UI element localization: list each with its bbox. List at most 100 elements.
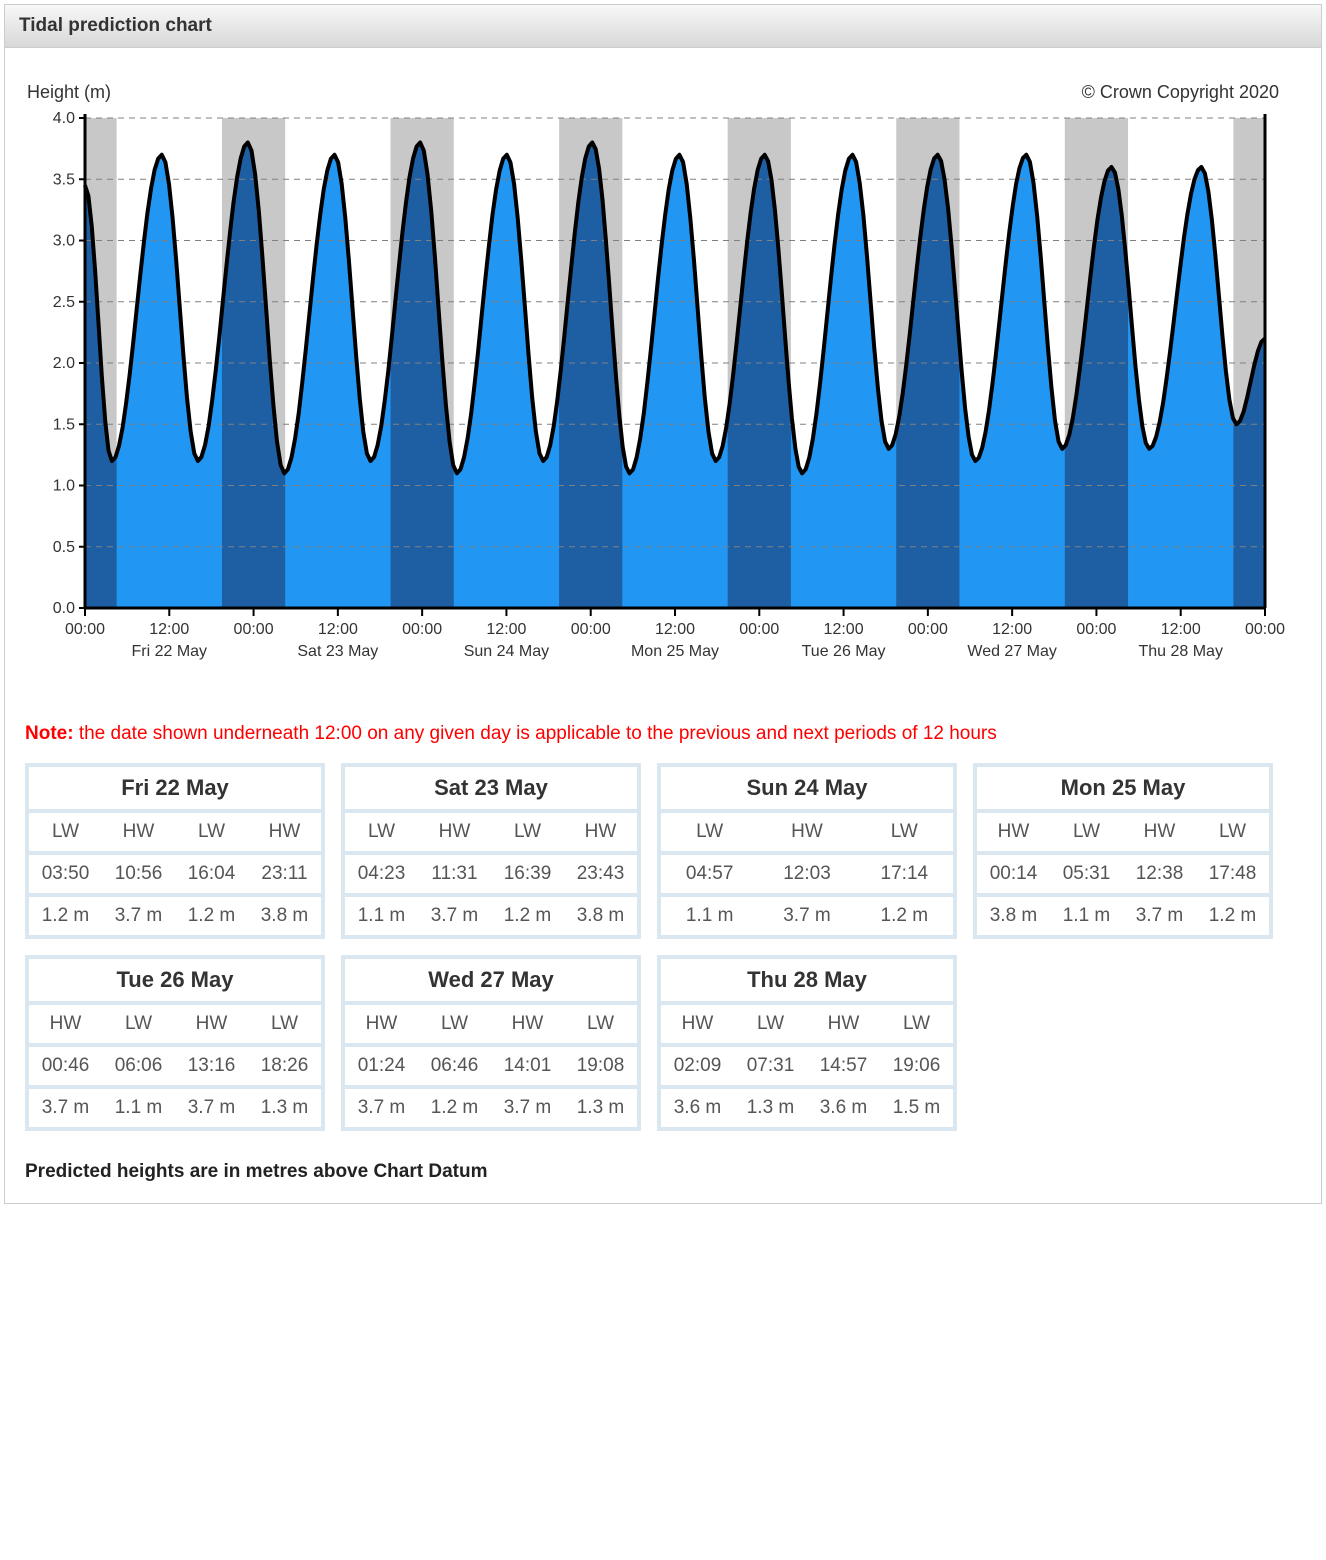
tide-cell: 1.2 m [1196,897,1269,935]
tide-cell: 3.8 m [248,897,321,935]
tide-cell: 1.2 m [418,1089,491,1127]
tide-cell: 1.3 m [248,1089,321,1127]
tide-row-times: 01:2406:4614:0119:08 [345,1047,637,1089]
tide-cell: 04:57 [661,855,758,893]
svg-text:3.5: 3.5 [53,171,75,188]
tide-cell: 07:31 [734,1047,807,1085]
tide-row-types: LWHWLW [661,813,953,855]
tide-cell: HW [345,1005,418,1043]
tide-row-heights: 1.2 m3.7 m1.2 m3.8 m [29,897,321,935]
tide-cell: LW [564,1005,637,1043]
svg-text:00:00: 00:00 [1245,621,1285,638]
svg-text:12:00: 12:00 [318,621,358,638]
tide-row-heights: 3.7 m1.1 m3.7 m1.3 m [29,1089,321,1127]
tide-card: Sun 24 MayLWHWLW04:5712:0317:141.1 m3.7 … [657,763,957,939]
tide-row-types: HWLWHWLW [345,1005,637,1047]
tide-cell: 1.1 m [661,897,758,935]
svg-text:Sat 23 May: Sat 23 May [297,643,378,660]
tide-cell: 1.1 m [1050,897,1123,935]
tide-cell: 1.2 m [29,897,102,935]
svg-text:12:00: 12:00 [1161,621,1201,638]
tide-cell: LW [734,1005,807,1043]
note-label: Note: [25,723,74,744]
tide-row-heights: 3.7 m1.2 m3.7 m1.3 m [345,1089,637,1127]
svg-text:2.5: 2.5 [53,294,75,311]
tide-cell: HW [248,813,321,851]
tide-cell: 16:04 [175,855,248,893]
svg-text:12:00: 12:00 [149,621,189,638]
tide-row-times: 04:2311:3116:3923:43 [345,855,637,897]
tide-cell: LW [418,1005,491,1043]
tide-cell: HW [102,813,175,851]
tide-row-types: HWLWHWLW [29,1005,321,1047]
tide-cell: 1.1 m [345,897,418,935]
tide-cell: LW [1196,813,1269,851]
tide-cell: 10:56 [102,855,175,893]
svg-text:00:00: 00:00 [1076,621,1116,638]
tide-cell: 3.7 m [758,897,855,935]
tide-cell: HW [564,813,637,851]
tide-cell: 02:09 [661,1047,734,1085]
tide-cell: 3.7 m [418,897,491,935]
panel-title: Tidal prediction chart [5,5,1321,48]
tide-row-heights: 1.1 m3.7 m1.2 m [661,897,953,935]
tide-cell: 19:06 [880,1047,953,1085]
tide-cell: LW [102,1005,175,1043]
tide-cell: 3.7 m [102,897,175,935]
svg-text:12:00: 12:00 [824,621,864,638]
tide-cell: 04:23 [345,855,418,893]
tide-cell: 1.2 m [491,897,564,935]
tide-cell: 3.6 m [661,1089,734,1127]
svg-text:00:00: 00:00 [234,621,274,638]
footer-note: Predicted heights are in metres above Ch… [25,1161,1301,1183]
tide-card-date: Sat 23 May [345,767,637,813]
tide-card-date: Sun 24 May [661,767,953,813]
tide-cell: 00:46 [29,1047,102,1085]
svg-text:Sun 24 May: Sun 24 May [464,643,549,660]
tide-cell: 19:08 [564,1047,637,1085]
svg-text:0.5: 0.5 [53,539,75,556]
tide-card: Tue 26 MayHWLWHWLW00:4606:0613:1618:263.… [25,955,325,1131]
tide-cell: 16:39 [491,855,564,893]
tide-row-times: 03:5010:5616:0423:11 [29,855,321,897]
tide-cell: 23:11 [248,855,321,893]
tidal-panel: Tidal prediction chart Height (m)© Crown… [4,4,1322,1204]
tide-card-date: Wed 27 May [345,959,637,1005]
svg-text:12:00: 12:00 [655,621,695,638]
svg-text:12:00: 12:00 [486,621,526,638]
tide-cell: HW [661,1005,734,1043]
svg-text:1.0: 1.0 [53,478,75,495]
tide-cell: LW [880,1005,953,1043]
tide-cell: 3.6 m [807,1089,880,1127]
svg-text:00:00: 00:00 [739,621,779,638]
svg-text:0.0: 0.0 [53,600,75,617]
tide-row-times: 00:1405:3112:3817:48 [977,855,1269,897]
tide-cell: 17:14 [856,855,953,893]
tide-cell: LW [1050,813,1123,851]
svg-text:4.0: 4.0 [53,110,75,127]
tide-cell: 3.8 m [977,897,1050,935]
svg-text:Tue 26 May: Tue 26 May [802,643,886,660]
tide-cell: 01:24 [345,1047,418,1085]
tide-row-types: LWHWLWHW [345,813,637,855]
panel-body: Height (m)© Crown Copyright 20200.00.51.… [5,48,1321,1203]
tide-cell: 3.7 m [1123,897,1196,935]
tide-cell: 1.1 m [102,1089,175,1127]
tidal-chart: Height (m)© Crown Copyright 20200.00.51.… [25,68,1301,693]
tide-cell: 23:43 [564,855,637,893]
svg-text:2.0: 2.0 [53,355,75,372]
tide-cell: 1.2 m [175,897,248,935]
tide-cell: LW [248,1005,321,1043]
tide-cell: 3.7 m [175,1089,248,1127]
svg-text:00:00: 00:00 [908,621,948,638]
svg-text:© Crown Copyright 2020: © Crown Copyright 2020 [1082,82,1279,102]
tide-row-times: 00:4606:0613:1618:26 [29,1047,321,1089]
tide-cell: LW [345,813,418,851]
tide-cell: 3.7 m [29,1089,102,1127]
svg-text:Mon 25 May: Mon 25 May [631,643,719,660]
tide-cell: HW [491,1005,564,1043]
tide-row-heights: 1.1 m3.7 m1.2 m3.8 m [345,897,637,935]
tide-card-date: Tue 26 May [29,959,321,1005]
tide-card-date: Fri 22 May [29,767,321,813]
svg-text:00:00: 00:00 [571,621,611,638]
